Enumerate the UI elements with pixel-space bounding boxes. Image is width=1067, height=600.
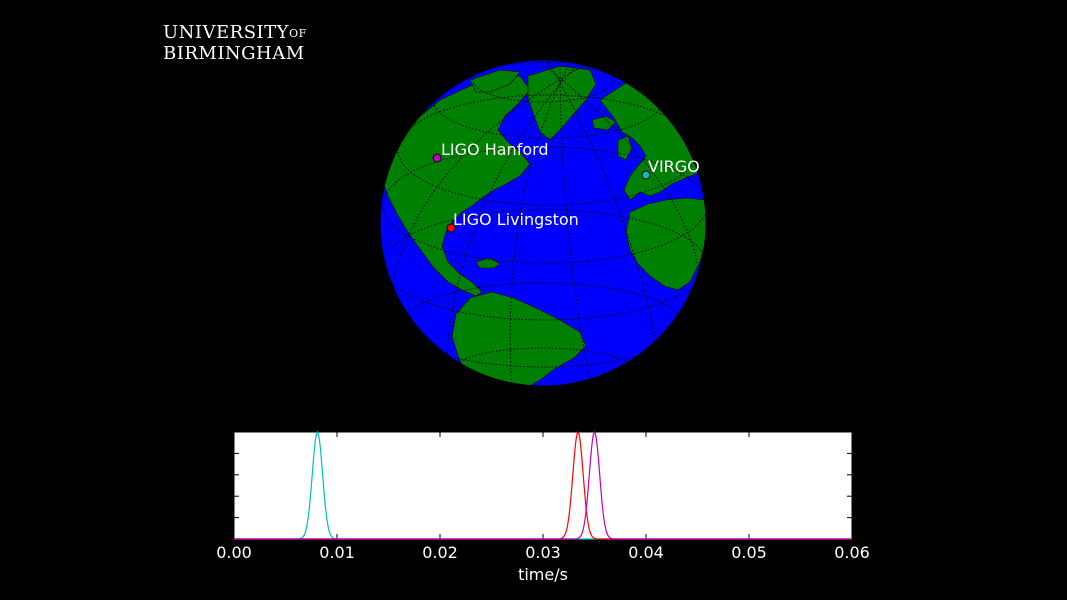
x-axis-label: time/s [518,565,568,584]
site-label-hanford: LIGO Hanford [441,140,549,159]
x-tick-label: 0.05 [731,543,767,562]
site-marker-livingston [446,223,456,233]
university-logo: UNIVERSITYOF BIRMINGHAM [163,22,307,64]
land-masses [381,65,706,386]
plot-area [233,431,853,540]
continent-caribbean [475,257,501,269]
x-tick-label: 0.06 [834,543,870,562]
continent-greenland [527,65,597,141]
site-marker-virgo [641,170,651,180]
signal-curves [234,430,852,540]
continent-north-america [381,75,531,297]
x-tick-label: 0.03 [525,543,561,562]
continent-arctic-islands [469,69,521,93]
continent-iceland [591,115,617,131]
logo-line1: UNIVERSITY [163,22,290,43]
x-tick-label: 0.02 [422,543,458,562]
site-marker-hanford [432,153,442,163]
y-ticks [234,452,852,519]
site-label-virgo: VIRGO [648,157,700,176]
x-tick-label: 0.04 [628,543,664,562]
signal-series-2 [234,430,852,540]
x-tick-label: 0.00 [216,543,252,562]
logo-of: OF [289,27,307,40]
logo-line2: BIRMINGHAM [163,43,305,64]
earth-globe: LIGO Hanford LIGO Livingston VIRGO [379,59,707,387]
x-tick-label: 0.01 [319,543,355,562]
site-label-livingston: LIGO Livingston [453,210,579,229]
x-ticks: 0.00 0.01 0.02 0.03 0.04 0.05 0.06 [216,432,870,562]
